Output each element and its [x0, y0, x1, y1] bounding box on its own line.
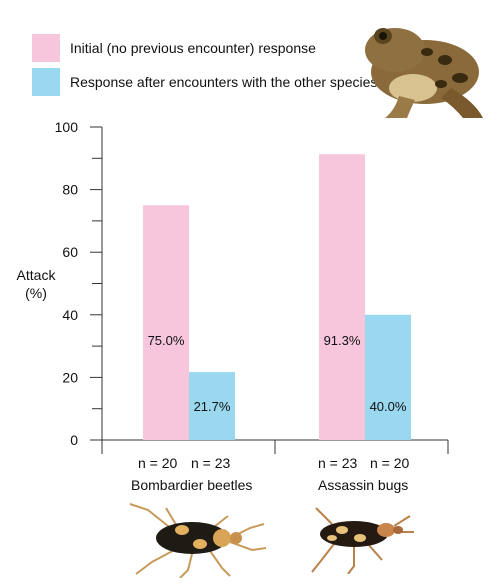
bar-value-label-0-0: 75.0%	[148, 333, 185, 348]
y-tick-label-60: 60	[62, 244, 78, 260]
legend-item-after: Response after encounters with the other…	[32, 68, 377, 96]
legend-label-initial: Initial (no previous encounter) response	[70, 40, 316, 56]
bar-after-1	[365, 314, 411, 440]
n-label-beetles-after: n = 23	[191, 455, 231, 471]
bar-after-0	[189, 372, 235, 440]
y-axis-label: Attack (%)	[12, 266, 60, 302]
y-tick-label-80: 80	[62, 182, 78, 198]
n-label-beetles-initial: n = 20	[138, 455, 178, 471]
y-axis-label-line1: Attack	[16, 267, 56, 283]
category-label-bugs: Assassin bugs	[318, 477, 409, 493]
bar-value-label-1-1: 40.0%	[370, 399, 407, 414]
y-axis-label-line2: (%)	[25, 285, 47, 301]
y-tick-label-0: 0	[70, 432, 78, 448]
n-label-bugs-initial: n = 23	[318, 455, 358, 471]
assassin-bug-image	[311, 507, 414, 574]
y-tick-label-40: 40	[62, 307, 78, 323]
bar-value-label-1-0: 21.7%	[194, 399, 231, 414]
legend-label-after: Response after encounters with the other…	[70, 74, 378, 90]
bar-initial-1	[319, 154, 365, 440]
y-tick-label-100: 100	[55, 119, 79, 135]
frog-image	[365, 28, 483, 118]
legend-swatch-initial	[32, 34, 60, 62]
n-label-bugs-after: n = 20	[370, 455, 410, 471]
bar-initial-0	[143, 205, 189, 440]
category-label-beetles: Bombardier beetles	[131, 477, 253, 493]
legend-item-initial: Initial (no previous encounter) response	[32, 34, 316, 62]
bar-value-label-0-1: 91.3%	[324, 333, 361, 348]
bombardier-beetle-image	[129, 503, 267, 578]
y-tick-label-20: 20	[62, 369, 78, 385]
legend-swatch-after	[32, 68, 60, 96]
